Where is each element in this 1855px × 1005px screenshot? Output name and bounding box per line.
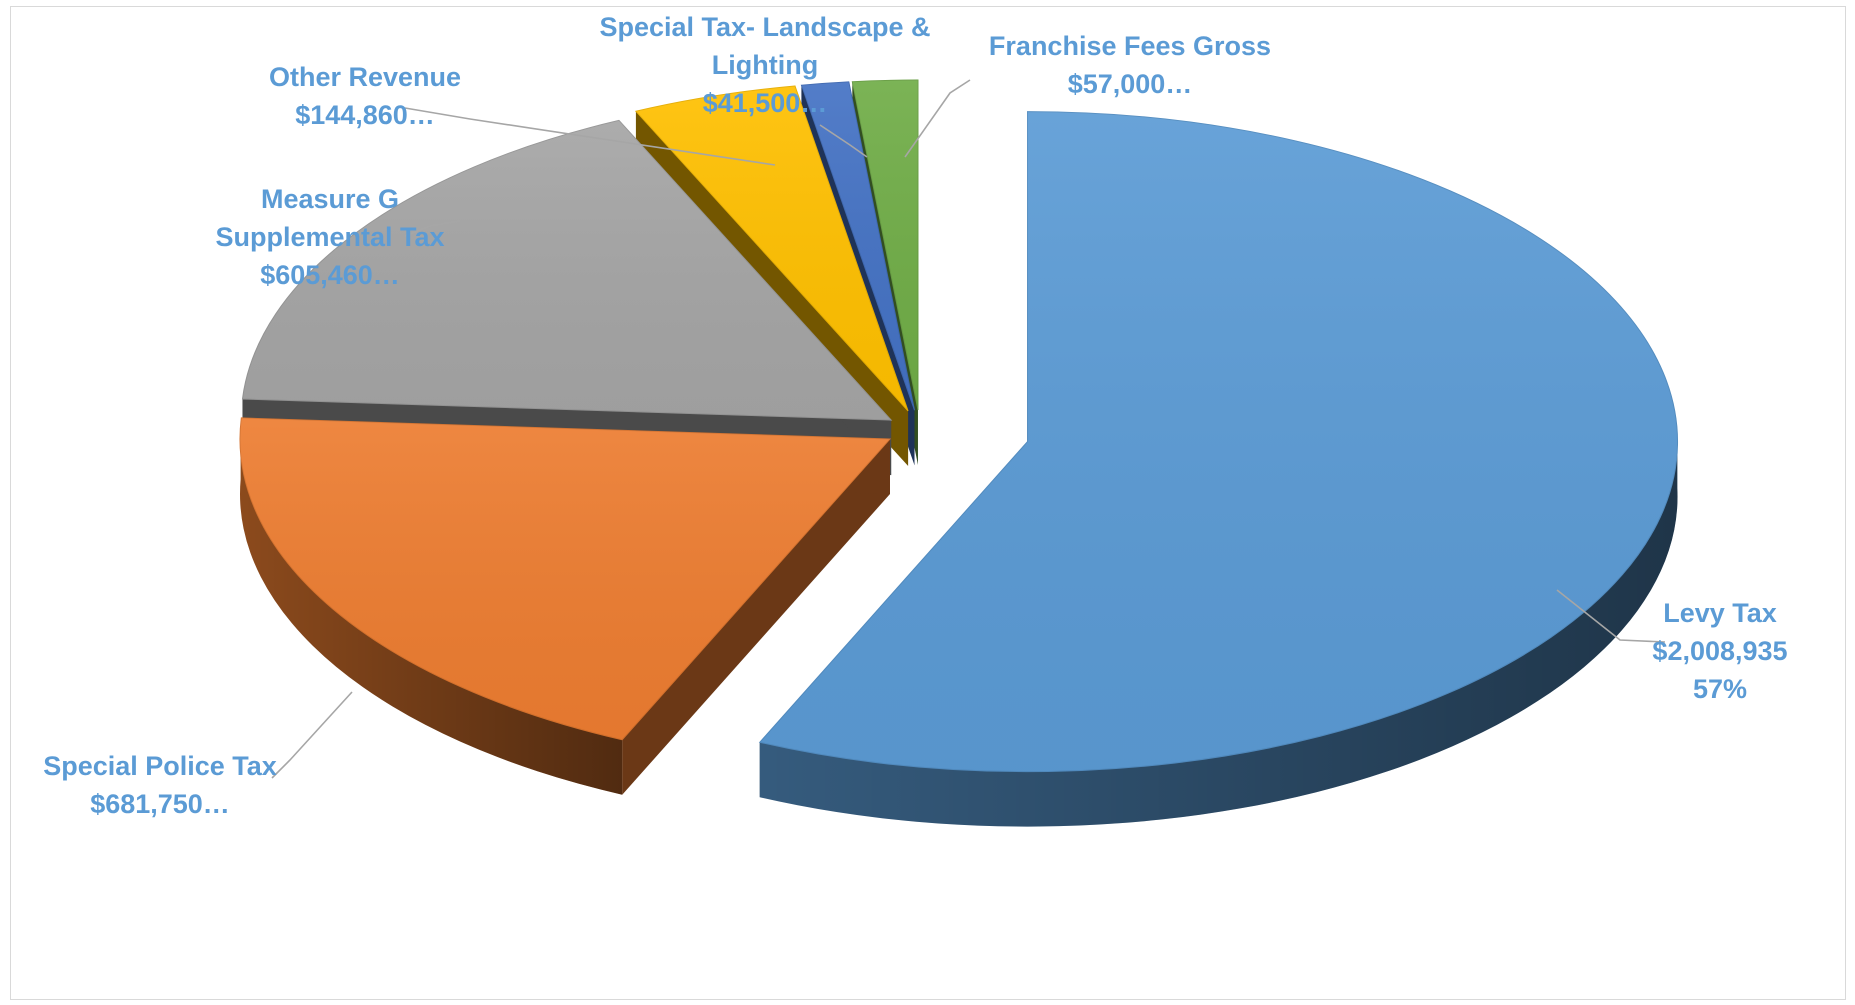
leader-line-levy-tax [1556, 589, 1666, 643]
leader-line-special-police-tax [271, 691, 353, 779]
leader-line-franchise-fees-gross [904, 79, 971, 158]
data-label-line: $57,000… [1068, 69, 1193, 99]
data-label-line: Levy Tax [1663, 598, 1777, 628]
data-label-franchise-fees-gross: Franchise Fees Gross $57,000… [989, 31, 1271, 99]
data-label-line: Franchise Fees Gross [989, 31, 1271, 61]
data-label-line: Measure G [261, 184, 399, 214]
data-label-levy-tax: Levy Tax $2,008,935 57% [1652, 598, 1787, 704]
pie-slices [239, 79, 1678, 827]
data-label-line: Supplemental Tax [215, 222, 444, 252]
data-label-line: $681,750… [90, 789, 230, 819]
data-label-line: Other Revenue [269, 62, 461, 92]
data-label-special-tax-landscape-lighting: Special Tax- Landscape & Lighting $41,500… [599, 12, 930, 118]
data-label-line: $605,460… [260, 260, 400, 290]
pie-slice-special-police-tax [239, 417, 892, 795]
data-label-special-police-tax: Special Police Tax $681,750… [43, 751, 277, 819]
data-label-line: Lighting [712, 50, 818, 80]
data-label-line: Special Police Tax [43, 751, 277, 781]
leader-line-other-revenue [404, 107, 776, 166]
leader-lines [271, 79, 1666, 779]
data-label-line: Special Tax- Landscape & [599, 12, 930, 42]
data-label-measure-g-supplemental-tax: Measure G Supplemental Tax $605,460… [215, 184, 444, 290]
data-label-line: $2,008,935 [1652, 636, 1787, 666]
data-label-line: $144,860… [295, 100, 435, 130]
data-label-other-revenue: Other Revenue $144,860… [269, 62, 461, 130]
leader-line-special-tax-landscape-lighting [819, 124, 868, 158]
data-labels: Levy Tax $2,008,935 57% Special Police Tax $… [43, 12, 1787, 819]
data-label-line: 57% [1693, 674, 1747, 704]
data-label-line: $41,500… [703, 88, 828, 118]
leader-line-measure-g-supplemental-tax [404, 220, 461, 237]
pie-slice-levy-tax [758, 111, 1678, 827]
